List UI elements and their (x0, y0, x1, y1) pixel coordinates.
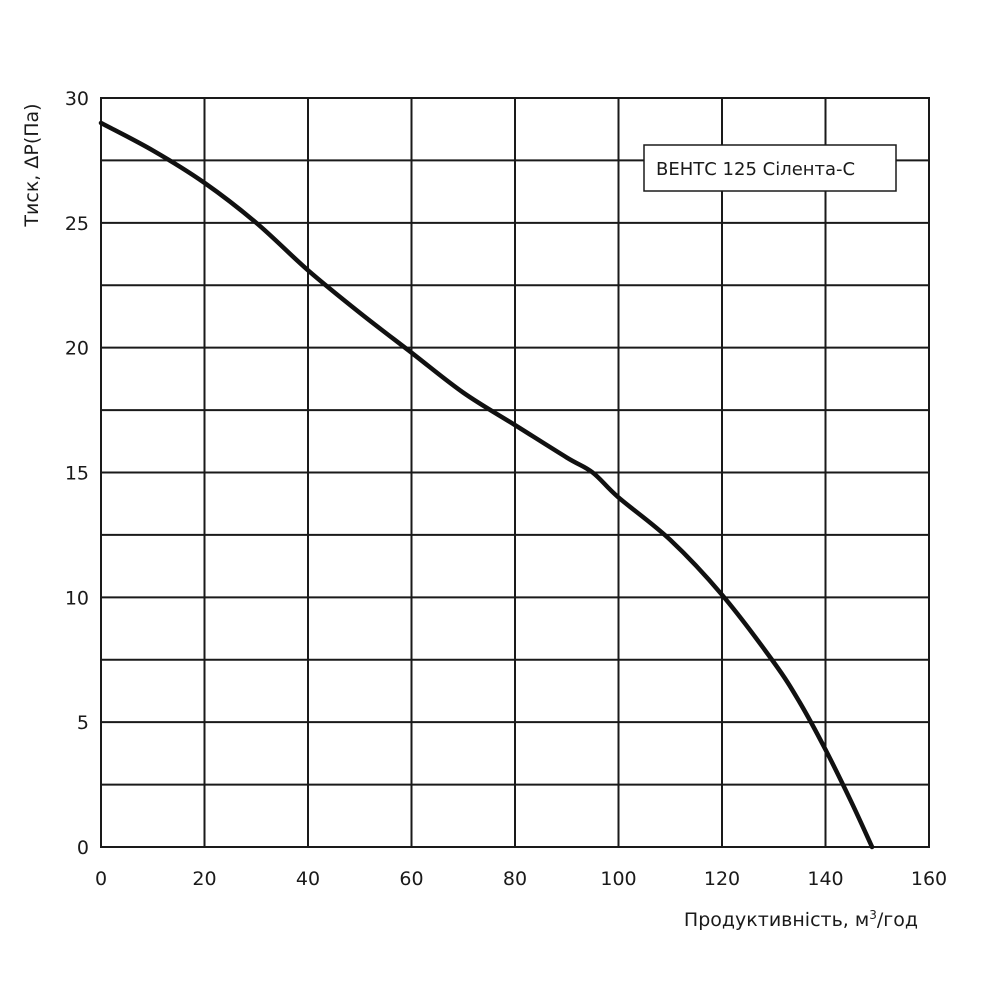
series-line (98, 120, 875, 850)
y-tick-label: 20 (65, 338, 89, 360)
y-tick-label: 15 (65, 463, 89, 485)
x-tick-label: 80 (503, 868, 527, 890)
x-tick-label: 100 (600, 868, 636, 890)
x-axis-label-sup: 3 (869, 908, 877, 922)
x-tick-label: 40 (296, 868, 320, 890)
y-tick-labels: 0 5 10 15 20 25 30 (65, 88, 89, 859)
y-tick-label: 30 (65, 88, 89, 110)
y-axis-label: Тиск, ΔP(Па) (21, 103, 43, 227)
y-tick-label: 0 (77, 837, 89, 859)
x-axis-label-suffix: /год (877, 909, 918, 931)
plot-area (100, 97, 930, 848)
y-tick-label: 10 (65, 587, 89, 609)
x-tick-label: 60 (399, 868, 423, 890)
x-tick-label: 160 (911, 868, 947, 890)
x-axis-label-main: Продуктивність, м (684, 909, 869, 931)
grid (100, 97, 930, 848)
x-tick-label: 20 (192, 868, 216, 890)
legend: ВЕНТС 125 Сілента-С (643, 144, 897, 192)
x-axis-label: Продуктивність, м3/год (684, 908, 918, 931)
x-tick-label: 0 (95, 868, 107, 890)
series-layer (98, 120, 875, 850)
x-tick-label: 140 (807, 868, 843, 890)
y-tick-label: 25 (65, 213, 89, 235)
legend-series-label: ВЕНТС 125 Сілента-С (656, 159, 855, 180)
legend-box (643, 144, 897, 192)
y-tick-label: 5 (77, 712, 89, 734)
x-tick-label: 120 (704, 868, 740, 890)
x-tick-labels: 0 20 40 60 80 100 120 140 160 (95, 868, 947, 890)
